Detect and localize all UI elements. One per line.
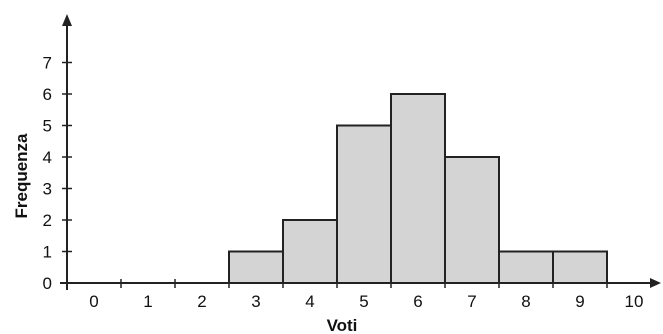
x-axis-title: Voti — [327, 316, 358, 334]
y-tick-label: 4 — [43, 148, 52, 167]
x-tick-label: 2 — [197, 292, 206, 311]
bar-3 — [229, 252, 283, 284]
x-tick-label: 7 — [467, 292, 476, 311]
y-tick-label: 2 — [43, 211, 52, 230]
bar-9 — [553, 252, 607, 284]
x-tick-label: 4 — [305, 292, 314, 311]
x-tick-label: 10 — [625, 292, 644, 311]
x-tick-label: 3 — [251, 292, 260, 311]
bar-8 — [499, 252, 553, 284]
x-axis-arrow — [650, 278, 661, 288]
y-tick-label: 5 — [43, 117, 52, 136]
bar-6 — [391, 94, 445, 283]
bars-group — [229, 94, 607, 283]
x-tick-label: 8 — [521, 292, 530, 311]
y-tick-label: 6 — [43, 85, 52, 104]
bar-4 — [283, 220, 337, 283]
y-tick-label: 0 — [43, 274, 52, 293]
y-axis-arrow — [62, 14, 72, 26]
y-tick-label: 7 — [43, 54, 52, 73]
y-tick-label: 3 — [43, 180, 52, 199]
bar-7 — [445, 157, 499, 283]
y-axis-title: Frequenza — [12, 133, 31, 219]
bar-5 — [337, 126, 391, 284]
x-tick-label: 0 — [89, 292, 98, 311]
y-tick-label: 1 — [43, 243, 52, 262]
x-tick-label: 1 — [143, 292, 152, 311]
x-tick-label: 6 — [413, 292, 422, 311]
x-tick-label: 9 — [575, 292, 584, 311]
x-tick-label: 5 — [359, 292, 368, 311]
